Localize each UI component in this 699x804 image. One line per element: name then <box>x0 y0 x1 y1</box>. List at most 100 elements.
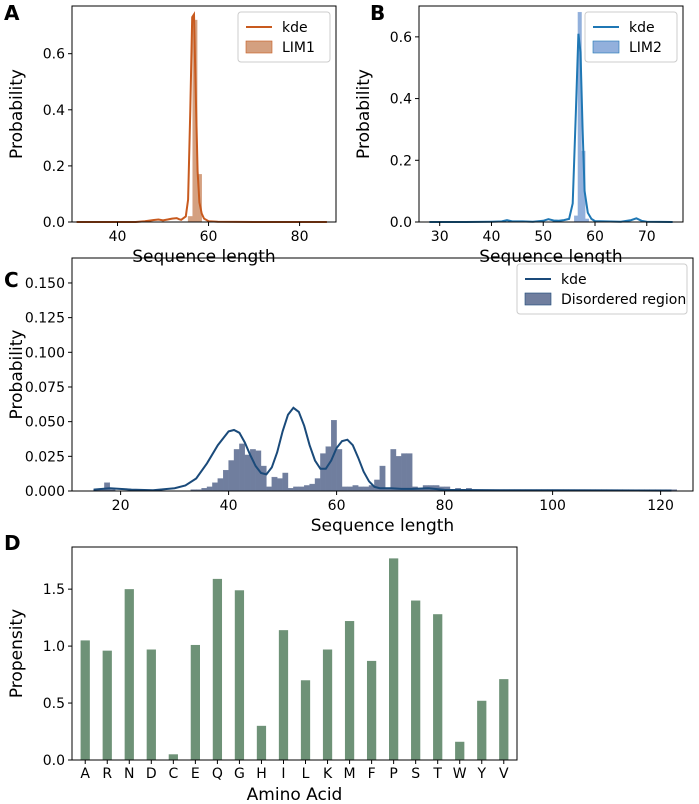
panel-letter: D <box>4 531 21 555</box>
legend-bar-swatch <box>592 40 620 54</box>
plot-frame <box>71 257 694 492</box>
x-tick-label: N <box>124 766 134 782</box>
hist-bar <box>222 469 229 492</box>
y-tick-label: 0.0 <box>390 215 412 231</box>
bar-C <box>168 754 178 760</box>
x-axis-label: Amino Acid <box>247 785 343 800</box>
hist-bar <box>239 443 245 492</box>
y-tick-label: 1.0 <box>43 639 65 655</box>
hist-bar <box>406 453 413 492</box>
y-axis-label: Probability <box>7 330 27 420</box>
y-axis-label: Probability <box>7 69 27 159</box>
x-tick-label: M <box>344 766 356 782</box>
x-tick-label: 40 <box>220 498 238 514</box>
x-tick-label: 70 <box>638 229 656 245</box>
x-tick-label: 80 <box>291 229 309 245</box>
bar-I <box>278 630 289 760</box>
y-tick-label: 0.0 <box>43 215 65 231</box>
x-tick-label: Q <box>212 766 223 782</box>
y-tick-label: 0.100 <box>25 345 65 361</box>
x-tick-label: G <box>234 766 245 782</box>
plot-frame <box>418 5 684 223</box>
hist-bar <box>104 482 111 492</box>
x-axis-label: Sequence length <box>132 247 275 267</box>
x-tick-label: C <box>168 766 178 782</box>
hist-bar <box>320 453 326 492</box>
x-tick-label: T <box>432 766 442 782</box>
hist-bar <box>293 486 299 492</box>
x-tick-label: Y <box>476 766 486 782</box>
hist-bar <box>206 486 213 492</box>
hist-bar <box>271 476 278 492</box>
x-tick-label: 30 <box>431 229 449 245</box>
y-tick-label: 0.4 <box>390 92 412 108</box>
hist-bar <box>314 478 321 492</box>
y-tick-label: 0.6 <box>390 30 412 46</box>
hist-bar <box>395 456 402 492</box>
x-tick-label: F <box>368 766 376 782</box>
bar-M <box>344 621 355 760</box>
hist-bar <box>374 479 380 492</box>
hist-bar <box>363 486 370 492</box>
legend-bar-swatch <box>245 40 273 54</box>
plot-frame <box>71 546 518 761</box>
x-tick-label: E <box>191 766 200 782</box>
x-tick-label: 120 <box>647 498 674 514</box>
hist-bar <box>304 485 310 492</box>
hist-bar <box>341 486 348 492</box>
hist-bar <box>358 486 364 492</box>
x-tick-label: 60 <box>586 229 604 245</box>
hist-bar <box>260 465 267 492</box>
bar-V <box>499 679 509 760</box>
hist-bar <box>390 449 397 492</box>
y-tick-label: 0.050 <box>25 415 65 431</box>
x-axis-label: Sequence length <box>311 516 454 536</box>
bar-Y <box>477 700 487 760</box>
hist-bar <box>574 215 579 223</box>
bar-G <box>234 590 245 760</box>
x-tick-label: 80 <box>436 498 454 514</box>
plot-frame <box>71 5 337 223</box>
x-tick-label: 20 <box>112 498 130 514</box>
y-tick-label: 0.125 <box>25 311 65 327</box>
y-axis-label: Probability <box>354 69 374 159</box>
bar-A <box>80 640 90 760</box>
hist-bar <box>277 478 283 492</box>
legend-label-kde: kde <box>629 20 655 36</box>
kde-line <box>76 11 327 223</box>
hist-bar <box>187 216 193 223</box>
y-tick-label: 0.075 <box>25 380 65 396</box>
hist-bar <box>217 478 224 492</box>
legend-label-series: Disordered region <box>561 292 686 308</box>
hist-bar <box>233 449 240 492</box>
x-tick-label: 50 <box>534 229 552 245</box>
bar-R <box>102 650 112 760</box>
y-tick-label: 0.025 <box>25 449 65 465</box>
y-tick-label: 0.150 <box>25 276 65 292</box>
y-tick-label: 0.4 <box>43 103 65 119</box>
bar-Q <box>212 578 223 760</box>
hist-bar <box>212 482 218 492</box>
x-tick-label: I <box>281 766 285 782</box>
bar-S <box>411 600 421 760</box>
y-tick-label: 0.2 <box>390 153 412 169</box>
panel-c: 20 40 60 80 100 120 kde Disordered region 0.000 0… <box>4 257 694 536</box>
hist-bar <box>282 472 289 492</box>
x-tick-label: W <box>453 766 467 782</box>
y-axis-label: Propensity <box>7 609 27 698</box>
hist-bar <box>401 453 407 492</box>
x-tick-label: A <box>80 766 90 782</box>
legend-label-series: LIM2 <box>629 40 662 56</box>
x-tick-label: D <box>146 766 157 782</box>
y-tick-label: 0.0 <box>43 753 65 769</box>
x-tick-label: V <box>499 766 509 782</box>
panel-a: 40 60 80 kde LIM1 0.0 0.2 0.4 0.6 Sequence length… <box>4 1 337 267</box>
legend-box <box>516 263 688 315</box>
hist-bar <box>336 449 343 492</box>
x-tick-label: R <box>102 766 112 782</box>
bar-P <box>389 558 399 760</box>
panel-letter: C <box>4 268 19 292</box>
bar-N <box>124 589 134 760</box>
